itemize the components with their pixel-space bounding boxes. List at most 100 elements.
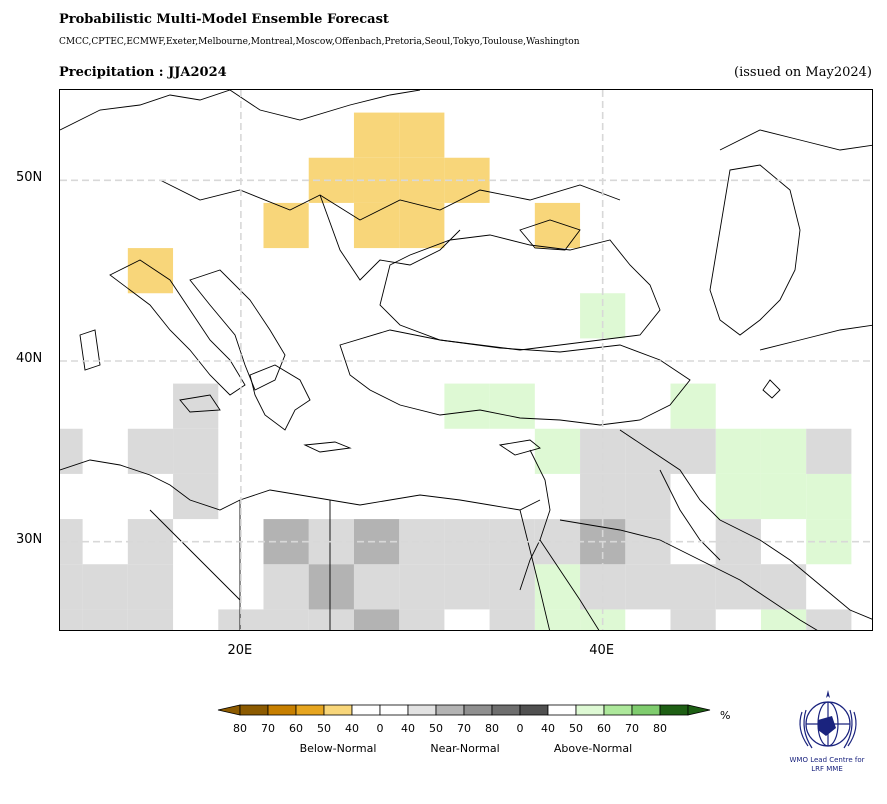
- cell-near-40: [82, 564, 128, 610]
- colorbar-tick-label: 50: [569, 722, 583, 735]
- colorbar-category-label: Above-Normal: [553, 742, 633, 755]
- map-canvas: [60, 90, 872, 630]
- cell-above-40: [760, 609, 807, 630]
- cell-above-40: [534, 428, 581, 474]
- cell-near-40: [806, 428, 852, 474]
- cell-above-40: [760, 428, 807, 474]
- cell-near-40: [263, 609, 309, 630]
- cell-below-40: [399, 202, 445, 249]
- cell-near-40: [82, 609, 128, 630]
- cell-below-40: [263, 202, 309, 249]
- colorbar-tick-label: 70: [457, 722, 471, 735]
- colorbar-segment: [575, 704, 605, 716]
- coastline-italy: [109, 259, 246, 396]
- border-sahara: [149, 509, 241, 601]
- coastline-black-sea: [379, 234, 661, 351]
- cell-near-40: [173, 473, 219, 520]
- colorbar-tick-label: 80: [653, 722, 667, 735]
- cell-near-40: [760, 564, 807, 610]
- cell-below-40: [399, 112, 445, 158]
- coastline-baltic: [229, 90, 421, 121]
- cell-near-40: [60, 564, 83, 610]
- colorbar-segment: [547, 704, 577, 716]
- coastline-kazakh: [719, 129, 872, 151]
- coastline-sardinia: [79, 329, 101, 371]
- figure-title: Probabilistic Multi-Model Ensemble Forec…: [59, 12, 389, 27]
- cell-below-40: [127, 248, 174, 294]
- cell-near-40: [806, 609, 852, 630]
- cell-near-40: [625, 473, 671, 520]
- cell-near-40: [173, 428, 219, 474]
- colorbar-segment: [379, 704, 409, 716]
- graticule: [60, 90, 872, 630]
- colorbar-tick-label: 80: [233, 722, 247, 735]
- colorbar-tick-label: 80: [485, 722, 499, 735]
- cell-above-40: [670, 383, 716, 429]
- colorbar-segment: [491, 704, 521, 716]
- cell-below-40: [353, 202, 400, 249]
- cell-near-40: [127, 564, 174, 610]
- cell-above-40: [715, 473, 761, 520]
- variable-season-label: Precipitation : JJA2024: [59, 65, 227, 80]
- cell-near-40: [353, 564, 400, 610]
- colorbar-segment: [351, 704, 381, 716]
- cell-near-40: [670, 428, 716, 474]
- coastline-arabia: [559, 519, 818, 630]
- colorbar-tick-label: 60: [289, 722, 303, 735]
- cell-near-40: [173, 383, 219, 429]
- coastline-cyprus: [498, 439, 541, 456]
- coastline-iran: [759, 324, 872, 351]
- cell-near-40: [625, 428, 671, 474]
- lon-label-40e: 40E: [589, 643, 615, 658]
- cell-near-40: [399, 609, 445, 630]
- colorbar-segment: [435, 704, 465, 716]
- issued-date: (issued on May2024): [734, 65, 872, 80]
- coastline-greece: [249, 364, 311, 431]
- coastline-crete: [303, 441, 352, 453]
- cell-near-40: [670, 564, 716, 610]
- cell-near-50: [308, 564, 354, 610]
- colorbar-unit: %: [720, 709, 731, 722]
- coastlines: [60, 90, 872, 630]
- lon-label-20e: 20E: [227, 643, 253, 658]
- coastline-sicily: [179, 394, 221, 413]
- colorbar-segment: [239, 704, 269, 716]
- colorbar-tick-label: 50: [317, 722, 331, 735]
- coastline-azov: [519, 219, 581, 251]
- coastline-north-europe: [60, 90, 231, 131]
- coastline-levant: [519, 449, 551, 591]
- cell-near-40: [625, 564, 671, 610]
- colorbar-tick-label: 70: [625, 722, 639, 735]
- coastline-balkans: [189, 269, 286, 391]
- colorbar-tick-label: 0: [376, 722, 384, 735]
- cell-below-40: [353, 112, 400, 158]
- probability-cells: [60, 112, 852, 630]
- border-central-europe: [159, 179, 621, 221]
- colorbar-segment: [323, 704, 353, 716]
- colorbar-arrow-left: [217, 704, 241, 716]
- cell-above-40: [534, 564, 581, 610]
- cell-near-40: [444, 564, 490, 610]
- border-iraq: [659, 469, 721, 561]
- coastline-north-africa: [60, 459, 541, 511]
- cell-near-40: [60, 428, 83, 474]
- colorbar-tick-label: 40: [345, 722, 359, 735]
- cell-above-40: [534, 609, 581, 630]
- colorbar-segment: [267, 704, 297, 716]
- colorbar-segment: [631, 704, 661, 716]
- border-middle-east: [619, 429, 721, 521]
- cell-near-40: [489, 564, 535, 610]
- cell-above-40: [715, 428, 761, 474]
- colorbar-segment: [519, 704, 549, 716]
- cell-near-40: [127, 428, 174, 474]
- cell-below-40: [534, 202, 581, 249]
- colorbar-segment: [295, 704, 325, 716]
- lat-label-40n: 40N: [16, 351, 43, 366]
- colorbar-category-label: Near-Normal: [430, 742, 500, 755]
- cell-near-40: [127, 609, 174, 630]
- logo-caption-line2: LRF MME: [811, 765, 843, 773]
- cell-near-40: [263, 564, 309, 610]
- coastline-gulf: [719, 519, 872, 620]
- colorbar-tick-label: 0: [516, 722, 524, 735]
- colorbar-category-label: Below-Normal: [299, 742, 377, 755]
